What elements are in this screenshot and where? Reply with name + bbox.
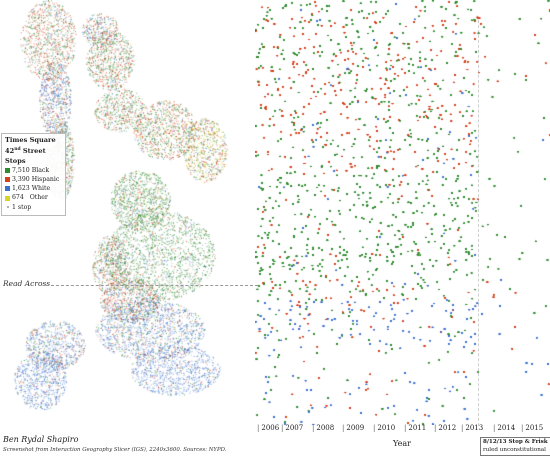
white-swatch xyxy=(5,186,10,192)
other-swatch xyxy=(5,195,10,201)
year-tick: 2011 xyxy=(404,424,426,432)
legend: Times Square 42nd Street Stops 7,510 Bla… xyxy=(1,133,66,216)
year-tick: 2014 xyxy=(493,424,515,432)
year-tick: 2009 xyxy=(342,424,364,432)
year-tick: 2006 xyxy=(257,424,279,432)
stops-timeline-plot xyxy=(255,0,550,425)
source-caption: Screenshot from Interaction Geography Sl… xyxy=(3,447,227,453)
legend-item-white: 1,623 White xyxy=(5,184,62,193)
year-tick: 2012 xyxy=(434,424,456,432)
ruling-date-text: 8/12/13 Stop & Frisk xyxy=(483,439,548,445)
stop-dot-icon xyxy=(7,206,9,209)
legend-item-hispanic: 3,390 Hispanic xyxy=(5,175,62,184)
year-tick: 2015 xyxy=(521,424,543,432)
timeline-panel xyxy=(255,0,550,425)
ruling-text: ruled unconstitutional xyxy=(483,446,546,453)
author-credit: Ben Rydal Shapiro xyxy=(3,435,79,444)
black-swatch xyxy=(5,167,10,173)
ruling-annotation: 8/12/13 Stop & Frisk ruled unconstitutio… xyxy=(480,437,550,456)
x-axis-label: Year xyxy=(393,439,411,448)
year-tick: 2010 xyxy=(373,424,395,432)
legend-item-stop: 1 stop xyxy=(5,203,62,212)
read-across-line xyxy=(46,285,258,286)
year-tick: 2013 xyxy=(461,424,483,432)
map-panel xyxy=(0,0,250,457)
legend-item-other: 674 Other xyxy=(5,193,62,202)
legend-item-black: 7,510 Black xyxy=(5,166,62,175)
ruling-cut-line xyxy=(478,20,479,426)
year-tick: 2007 xyxy=(281,424,303,432)
nyc-stops-map xyxy=(0,0,250,457)
read-across-label: Read Across xyxy=(3,279,51,288)
legend-title: Times Square xyxy=(5,136,56,144)
hispanic-swatch xyxy=(5,177,10,183)
year-tick: 2008 xyxy=(312,424,334,432)
year-axis: 2006 2007 2008 2009 2010 2011 2012 2013 … xyxy=(255,424,550,436)
legend-subtitle: 42nd Street Stops xyxy=(5,147,46,165)
